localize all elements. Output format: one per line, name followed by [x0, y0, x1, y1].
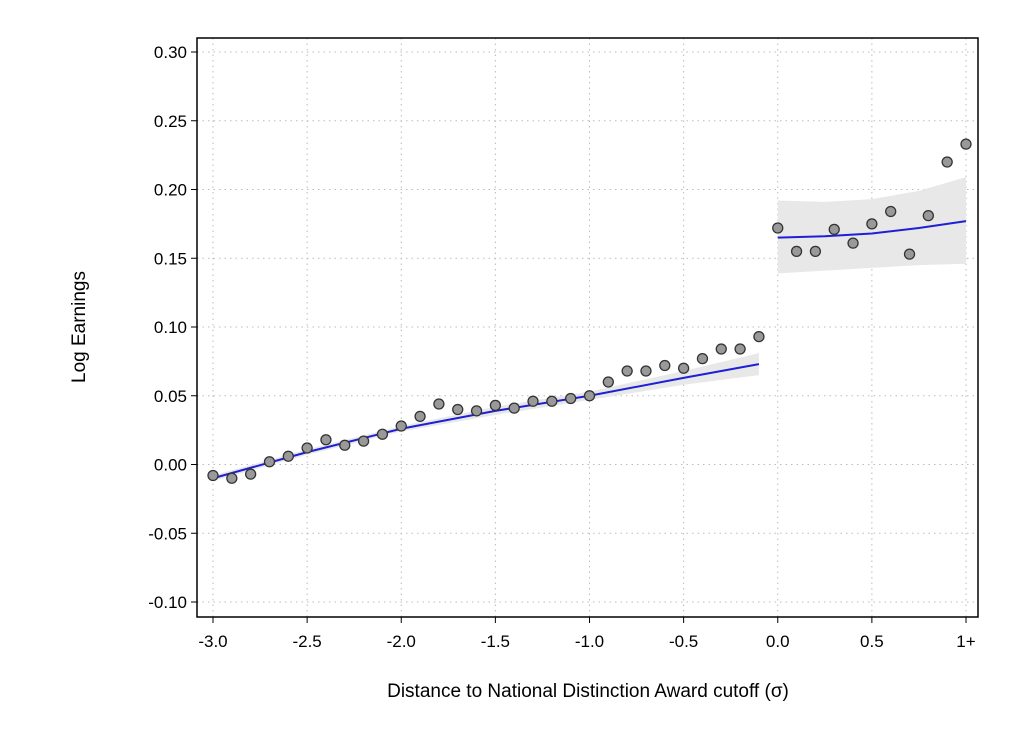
y-axis-label: Log Earnings: [69, 271, 90, 383]
data-point: [339, 439, 351, 451]
data-point: [960, 138, 972, 150]
x-tick-label: -2.0: [387, 632, 416, 651]
y-tick-label: 0.25: [154, 112, 187, 131]
data-point: [790, 245, 803, 258]
data-point: [301, 442, 313, 454]
x-tick-label: -3.0: [198, 632, 227, 651]
data-point: [282, 450, 294, 462]
data-point: [753, 330, 765, 343]
data-point: [696, 352, 709, 365]
data-point: [207, 469, 219, 482]
y-tick-label: 0.10: [154, 318, 187, 337]
y-tick-label: 0.30: [154, 43, 187, 62]
data-point: [621, 365, 633, 377]
data-point: [922, 209, 934, 222]
data-point: [659, 359, 671, 372]
x-tick-label: 0.0: [766, 632, 790, 651]
data-point: [414, 410, 426, 423]
x-axis-label: Distance to National Distinction Award c…: [387, 681, 789, 702]
x-axis: -3.0 -2.5 -2.0 -1.5 -1.0 -0.5 0.0 0.5 1+: [198, 617, 976, 651]
y-tick-label: 0.15: [154, 249, 187, 268]
data-point: [489, 399, 502, 412]
data-point: [357, 435, 370, 447]
fit-line: [777, 220, 967, 239]
y-tick-label: 0.20: [154, 181, 187, 200]
data-point: [640, 365, 652, 377]
x-tick-label: -1.5: [481, 632, 510, 651]
data-point: [433, 398, 445, 410]
data-point: [470, 405, 483, 417]
data-point: [508, 402, 520, 414]
data-point: [376, 428, 389, 440]
data-point: [866, 218, 878, 230]
data-points: [207, 138, 972, 484]
data-point: [734, 343, 746, 355]
data-point: [244, 468, 257, 480]
data-point: [809, 245, 822, 258]
data-point: [602, 376, 614, 388]
data-point: [226, 472, 238, 484]
x-tick-label: 1+: [956, 632, 975, 651]
y-tick-label: -0.10: [148, 593, 187, 612]
data-point: [320, 434, 332, 446]
x-tick-label: 0.5: [860, 632, 884, 651]
data-point: [941, 156, 953, 168]
data-point: [527, 395, 539, 407]
x-tick-label: -1.0: [575, 632, 604, 651]
x-tick-label: -2.5: [292, 632, 321, 651]
data-point: [885, 205, 897, 218]
data-point: [715, 343, 727, 355]
data-point: [452, 403, 464, 416]
data-point: [395, 420, 407, 432]
data-point: [565, 392, 577, 405]
data-point: [677, 362, 690, 374]
data-point: [828, 223, 840, 236]
grid: [197, 38, 978, 617]
y-tick-label: 0.00: [154, 456, 187, 475]
confidence-band: [213, 353, 759, 481]
data-point: [847, 237, 859, 249]
y-axis: -0.10 -0.05 0.00 0.05 0.10 0.15 0.20 0.25 0.30: [148, 43, 197, 612]
data-point: [903, 248, 916, 260]
y-tick-label: 0.05: [154, 387, 187, 406]
data-point: [772, 222, 784, 234]
y-tick-label: -0.05: [148, 524, 187, 543]
x-tick-label: -0.5: [669, 632, 698, 651]
data-point: [263, 456, 276, 468]
data-point: [583, 390, 596, 402]
data-point: [546, 395, 558, 407]
